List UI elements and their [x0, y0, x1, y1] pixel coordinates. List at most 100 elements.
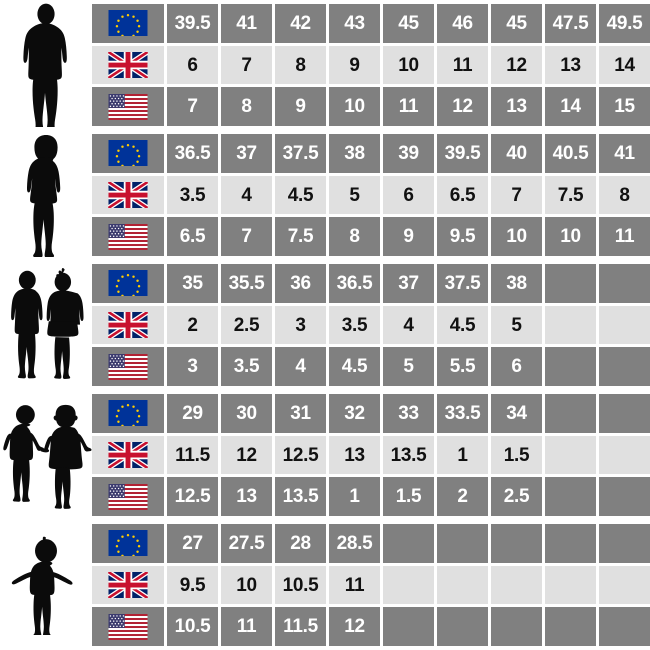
size-cell: 10.5	[275, 565, 326, 605]
size-section-toddler: 27 27.5 28 28.5 9.5 10 10.5 11 10.5 11 11.5 12	[0, 520, 650, 650]
size-cell: 37.5	[275, 134, 326, 173]
size-cell: 2.5	[221, 305, 272, 345]
size-cell-empty	[545, 264, 596, 303]
woman-silhouette-icon	[0, 130, 92, 260]
size-cell: 13.5	[383, 435, 434, 475]
size-cell-empty	[599, 394, 650, 433]
size-cell: 36	[275, 264, 326, 303]
size-cell: 9.5	[437, 217, 488, 257]
size-cell: 37	[221, 134, 272, 173]
eu-flag-icon	[92, 134, 164, 173]
size-cell: 34	[491, 394, 542, 433]
size-cell: 47.5	[545, 4, 596, 43]
man-silhouette-icon	[0, 0, 92, 130]
size-cell: 36.5	[329, 264, 380, 303]
size-cell: 13	[221, 477, 272, 517]
size-cell: 10	[545, 217, 596, 257]
size-row-men-eu: 39.5 41 42 43 45 46 45 47.5 49.5	[92, 4, 650, 43]
size-cell-empty	[545, 305, 596, 345]
size-cell: 4.5	[329, 347, 380, 387]
size-cell: 7	[221, 217, 272, 257]
size-rows-women: 36.5 37 37.5 38 39 39.5 40 40.5 41 3.5 4 4.5 5 6 6.5 7 7…	[92, 130, 650, 260]
size-cell: 13	[329, 435, 380, 475]
us-flag-icon	[92, 87, 164, 127]
size-cell: 46	[437, 4, 488, 43]
size-cell: 15	[599, 87, 650, 127]
size-cell: 12	[221, 435, 272, 475]
size-row-toddler-us: 10.5 11 11.5 12	[92, 607, 650, 647]
two-children-holding-hands-silhouette-icon	[0, 390, 92, 520]
eu-flag-icon	[92, 4, 164, 43]
size-row-toddler-eu: 27 27.5 28 28.5	[92, 524, 650, 563]
uk-flag-icon	[92, 175, 164, 215]
uk-flag-icon	[92, 45, 164, 85]
size-cell: 8	[329, 217, 380, 257]
size-cell: 5.5	[437, 347, 488, 387]
size-cell: 6	[491, 347, 542, 387]
size-cell: 39.5	[167, 4, 218, 43]
size-row-teens-eu: 35 35.5 36 36.5 37 37.5 38	[92, 264, 650, 303]
size-cell-empty	[599, 477, 650, 517]
size-cell: 28.5	[329, 524, 380, 563]
size-cell: 42	[275, 4, 326, 43]
size-cell-empty	[599, 305, 650, 345]
size-rows-teens: 35 35.5 36 36.5 37 37.5 38 2 2.5 3 3.5 4 4.5 5 3 3.5 4 4.…	[92, 260, 650, 390]
size-cell-empty	[545, 394, 596, 433]
size-cell-empty	[491, 607, 542, 647]
size-cell: 27	[167, 524, 218, 563]
size-cell: 4	[221, 175, 272, 215]
size-cell: 1.5	[383, 477, 434, 517]
size-section-men: 39.5 41 42 43 45 46 45 47.5 49.5 6 7 8 9 10 11 12 13 14 7 8…	[0, 0, 650, 130]
size-cell: 11.5	[275, 607, 326, 647]
size-cell: 3.5	[329, 305, 380, 345]
size-row-teens-uk: 2 2.5 3 3.5 4 4.5 5	[92, 305, 650, 345]
size-cell: 9	[383, 217, 434, 257]
size-cell-empty	[383, 565, 434, 605]
size-cell: 7	[167, 87, 218, 127]
size-cell: 40	[491, 134, 542, 173]
size-cell: 12	[491, 45, 542, 85]
size-section-children: 29 30 31 32 33 33.5 34 11.5 12 12.5 13 13.5 1 1.5 12.5…	[0, 390, 650, 520]
uk-flag-icon	[92, 565, 164, 605]
size-row-women-us: 6.5 7 7.5 8 9 9.5 10 10 11	[92, 217, 650, 257]
size-cell-empty	[437, 565, 488, 605]
size-cell: 35	[167, 264, 218, 303]
size-section-women: 36.5 37 37.5 38 39 39.5 40 40.5 41 3.5 4 4.5 5 6 6.5 7 7…	[0, 130, 650, 260]
size-cell: 29	[167, 394, 218, 433]
size-cell-empty	[545, 347, 596, 387]
size-cell-empty	[599, 347, 650, 387]
size-cell: 7.5	[545, 175, 596, 215]
size-cell: 37.5	[437, 264, 488, 303]
size-cell: 1	[329, 477, 380, 517]
size-cell: 1.5	[491, 435, 542, 475]
size-cell: 6.5	[437, 175, 488, 215]
size-cell: 7	[221, 45, 272, 85]
size-cell: 33	[383, 394, 434, 433]
size-cell-empty	[437, 524, 488, 563]
size-cell: 7.5	[275, 217, 326, 257]
size-cell: 3.5	[167, 175, 218, 215]
size-cell: 10	[491, 217, 542, 257]
size-cell: 30	[221, 394, 272, 433]
size-cell-empty	[491, 524, 542, 563]
size-cell: 14	[545, 87, 596, 127]
size-cell: 31	[275, 394, 326, 433]
size-cell: 10	[383, 45, 434, 85]
size-cell-empty	[545, 435, 596, 475]
size-cell: 5	[491, 305, 542, 345]
size-cell: 45	[491, 4, 542, 43]
size-cell: 32	[329, 394, 380, 433]
size-cell: 38	[491, 264, 542, 303]
size-cell-empty	[545, 477, 596, 517]
size-cell: 49.5	[599, 4, 650, 43]
size-cell: 3	[167, 347, 218, 387]
size-cell-empty	[599, 524, 650, 563]
us-flag-icon	[92, 217, 164, 257]
size-cell: 11	[329, 565, 380, 605]
size-cell: 39.5	[437, 134, 488, 173]
size-cell: 6	[167, 45, 218, 85]
size-cell: 13	[545, 45, 596, 85]
size-cell: 7	[491, 175, 542, 215]
size-row-men-us: 7 8 9 10 11 12 13 14 15	[92, 87, 650, 127]
size-cell: 28	[275, 524, 326, 563]
